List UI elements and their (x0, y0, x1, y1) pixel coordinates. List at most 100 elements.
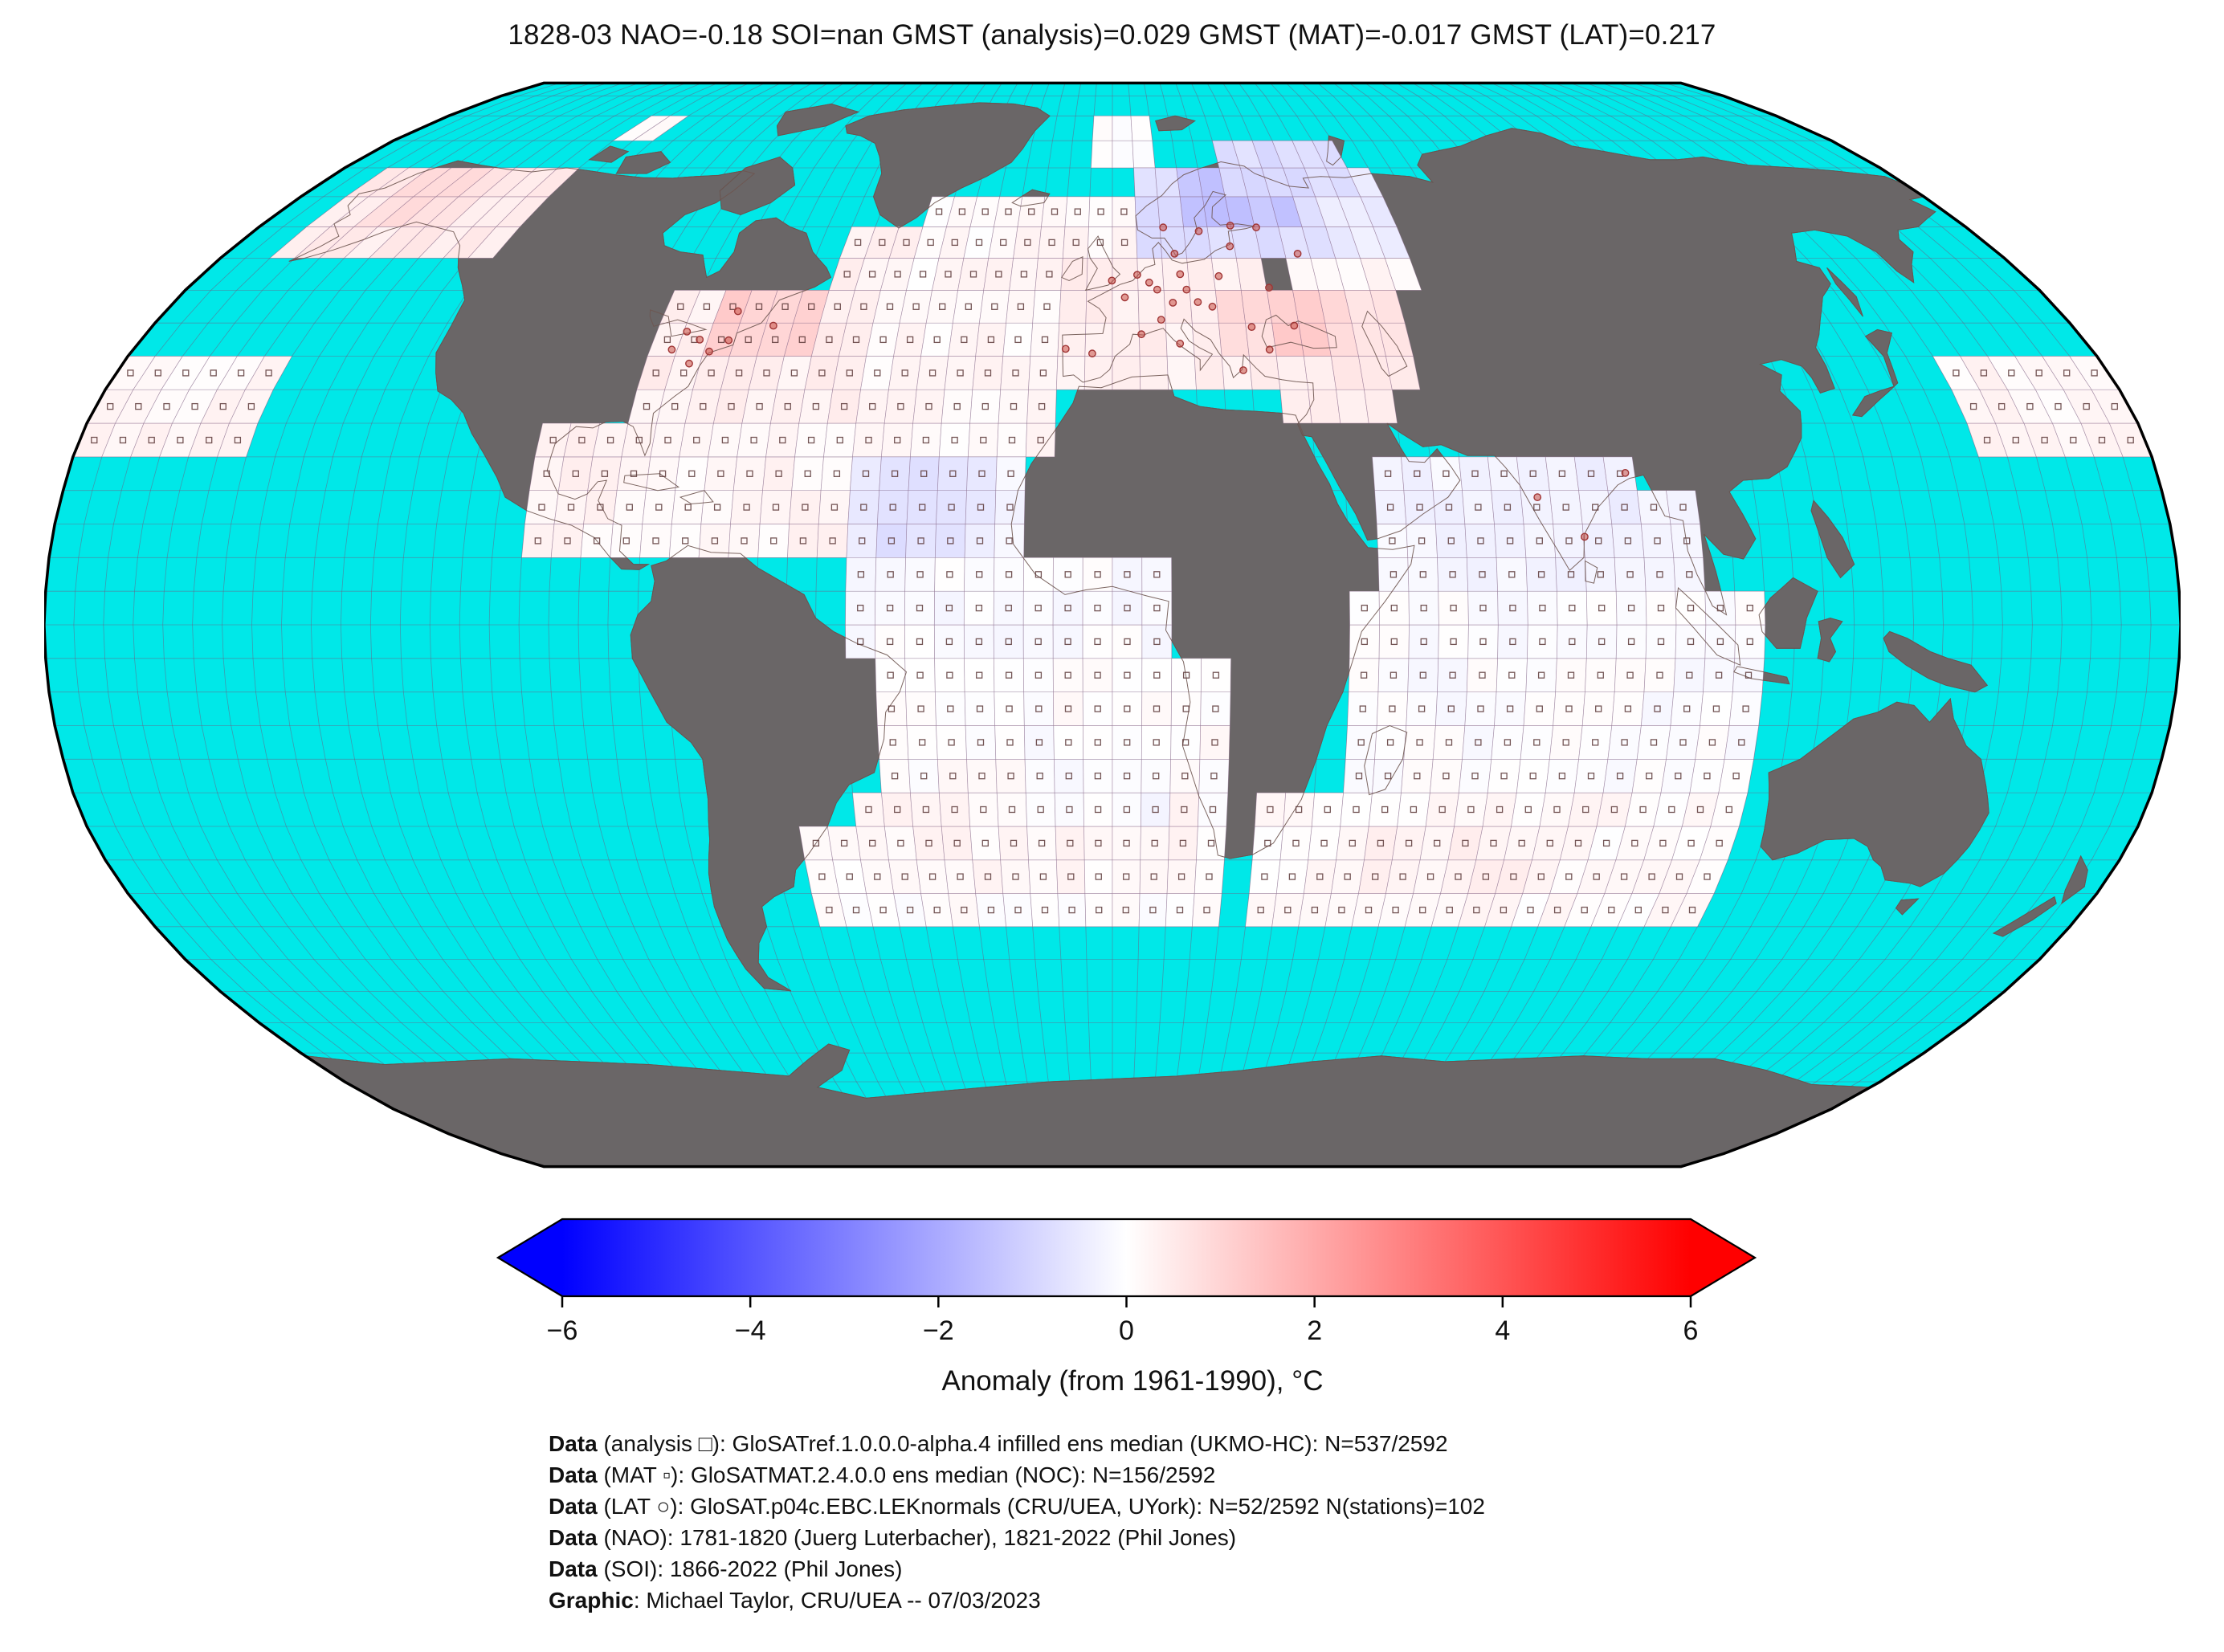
analysis-marker-icon (219, 402, 226, 410)
analysis-marker-icon (756, 402, 763, 410)
analysis-marker-icon (1506, 705, 1514, 712)
analysis-marker-icon (928, 873, 937, 880)
anomaly-cell (1006, 290, 1036, 324)
analysis-marker-icon (1624, 537, 1632, 545)
anomaly-cell (936, 725, 967, 760)
analysis-marker-icon (1292, 839, 1300, 847)
anomaly-cell (1464, 524, 1497, 558)
analysis-marker-icon (1384, 470, 1392, 477)
anomaly-cell (994, 658, 1025, 693)
analysis-marker-icon (1558, 773, 1566, 780)
analysis-marker-icon (879, 336, 887, 344)
anomaly-cell (610, 524, 643, 558)
analysis-marker-icon (1209, 806, 1217, 814)
anomaly-cell (995, 456, 1026, 492)
anomaly-cell (983, 258, 1014, 291)
analysis-marker-icon (1386, 504, 1394, 511)
analysis-marker-icon (961, 336, 968, 344)
analysis-marker-icon (1562, 739, 1569, 746)
anomaly-cell (1728, 691, 1763, 726)
anomaly-cell (798, 389, 834, 424)
analysis-marker-icon (1659, 839, 1667, 847)
anomaly-cell (1496, 658, 1528, 693)
anomaly-cell (963, 624, 994, 659)
analysis-marker-icon (1477, 705, 1484, 712)
anomaly-cell (1139, 356, 1169, 390)
analysis-marker-icon (1449, 671, 1456, 679)
analysis-marker-icon (977, 739, 985, 746)
analysis-marker-icon (1182, 705, 1190, 712)
anomaly-cell (1054, 792, 1084, 827)
analysis-marker-icon (922, 436, 930, 444)
analysis-marker-icon (1153, 773, 1160, 780)
analysis-marker-icon (567, 504, 575, 511)
analysis-marker-icon (991, 303, 998, 310)
analysis-marker-icon (1569, 638, 1576, 646)
analysis-marker-icon (1471, 470, 1479, 477)
anomaly-cell (1083, 826, 1113, 861)
analysis-marker-icon (1419, 671, 1426, 679)
anomaly-cell (1279, 826, 1312, 861)
analysis-marker-icon (799, 537, 807, 545)
anomaly-cell (1343, 758, 1375, 793)
anomaly-cell (860, 859, 895, 894)
analysis-marker-icon (981, 208, 989, 215)
analysis-marker-icon (948, 739, 955, 746)
colorbar-tick-label: 6 (1683, 1315, 1699, 1346)
anomaly-cell (1139, 859, 1169, 894)
analysis-marker-icon (1012, 369, 1019, 377)
anomaly-cell (1724, 725, 1760, 760)
analysis-marker-icon (1621, 504, 1628, 511)
anomaly-cell (1026, 389, 1057, 424)
anomaly-cell (993, 624, 1024, 659)
analysis-marker-icon (626, 504, 633, 511)
coastline (615, 151, 671, 174)
anomaly-cell (1435, 691, 1467, 726)
anomaly-cell (1251, 826, 1284, 861)
analysis-marker-icon (1581, 906, 1588, 914)
anomaly-cell (1732, 658, 1765, 693)
analysis-marker-icon (957, 369, 964, 377)
anomaly-cell (759, 490, 793, 524)
analysis-marker-icon (879, 239, 886, 247)
anomaly-cell (1666, 490, 1701, 524)
anomaly-cell (1703, 658, 1736, 693)
anomaly-cell (938, 792, 971, 827)
analysis-marker-icon (1587, 470, 1595, 477)
anomaly-cell (1157, 196, 1184, 227)
analysis-marker-icon (1479, 571, 1486, 578)
analysis-marker-icon (917, 705, 924, 712)
anomaly-cell (1082, 658, 1113, 693)
anomaly-cell (875, 524, 908, 558)
analysis-marker-icon (1176, 906, 1184, 914)
analysis-marker-icon (1037, 806, 1044, 814)
analysis-marker-icon (912, 303, 920, 310)
lat-station-marker-icon (1290, 321, 1299, 330)
anomaly-cell (908, 456, 940, 492)
anomaly-cell (1248, 859, 1281, 894)
analysis-marker-icon (622, 537, 630, 545)
analysis-marker-icon (1597, 671, 1604, 679)
analysis-marker-icon (1626, 671, 1634, 679)
anomaly-cell (1643, 658, 1676, 693)
anomaly-cell (1408, 590, 1439, 626)
anomaly-cell (1168, 826, 1198, 861)
lat-station-marker-icon (1226, 242, 1234, 251)
lat-station-marker-icon (1137, 330, 1146, 339)
analysis-marker-icon (1477, 537, 1484, 545)
analysis-marker-icon (234, 436, 242, 444)
anomaly-cell (1462, 490, 1495, 524)
analysis-marker-icon (1508, 571, 1516, 578)
anomaly-cell (765, 422, 800, 458)
analysis-marker-icon (1536, 537, 1543, 545)
analysis-marker-icon (1094, 806, 1102, 814)
analysis-marker-icon (1475, 504, 1482, 511)
anomaly-cell (1141, 691, 1172, 726)
analysis-marker-icon (830, 504, 839, 511)
analysis-marker-icon (191, 402, 198, 410)
anomaly-cell (1200, 691, 1231, 726)
analysis-marker-icon (1419, 571, 1426, 578)
analysis-marker-icon (906, 336, 914, 344)
anomaly-cell (1091, 140, 1113, 169)
footer-line-label: Data (549, 1556, 598, 1581)
